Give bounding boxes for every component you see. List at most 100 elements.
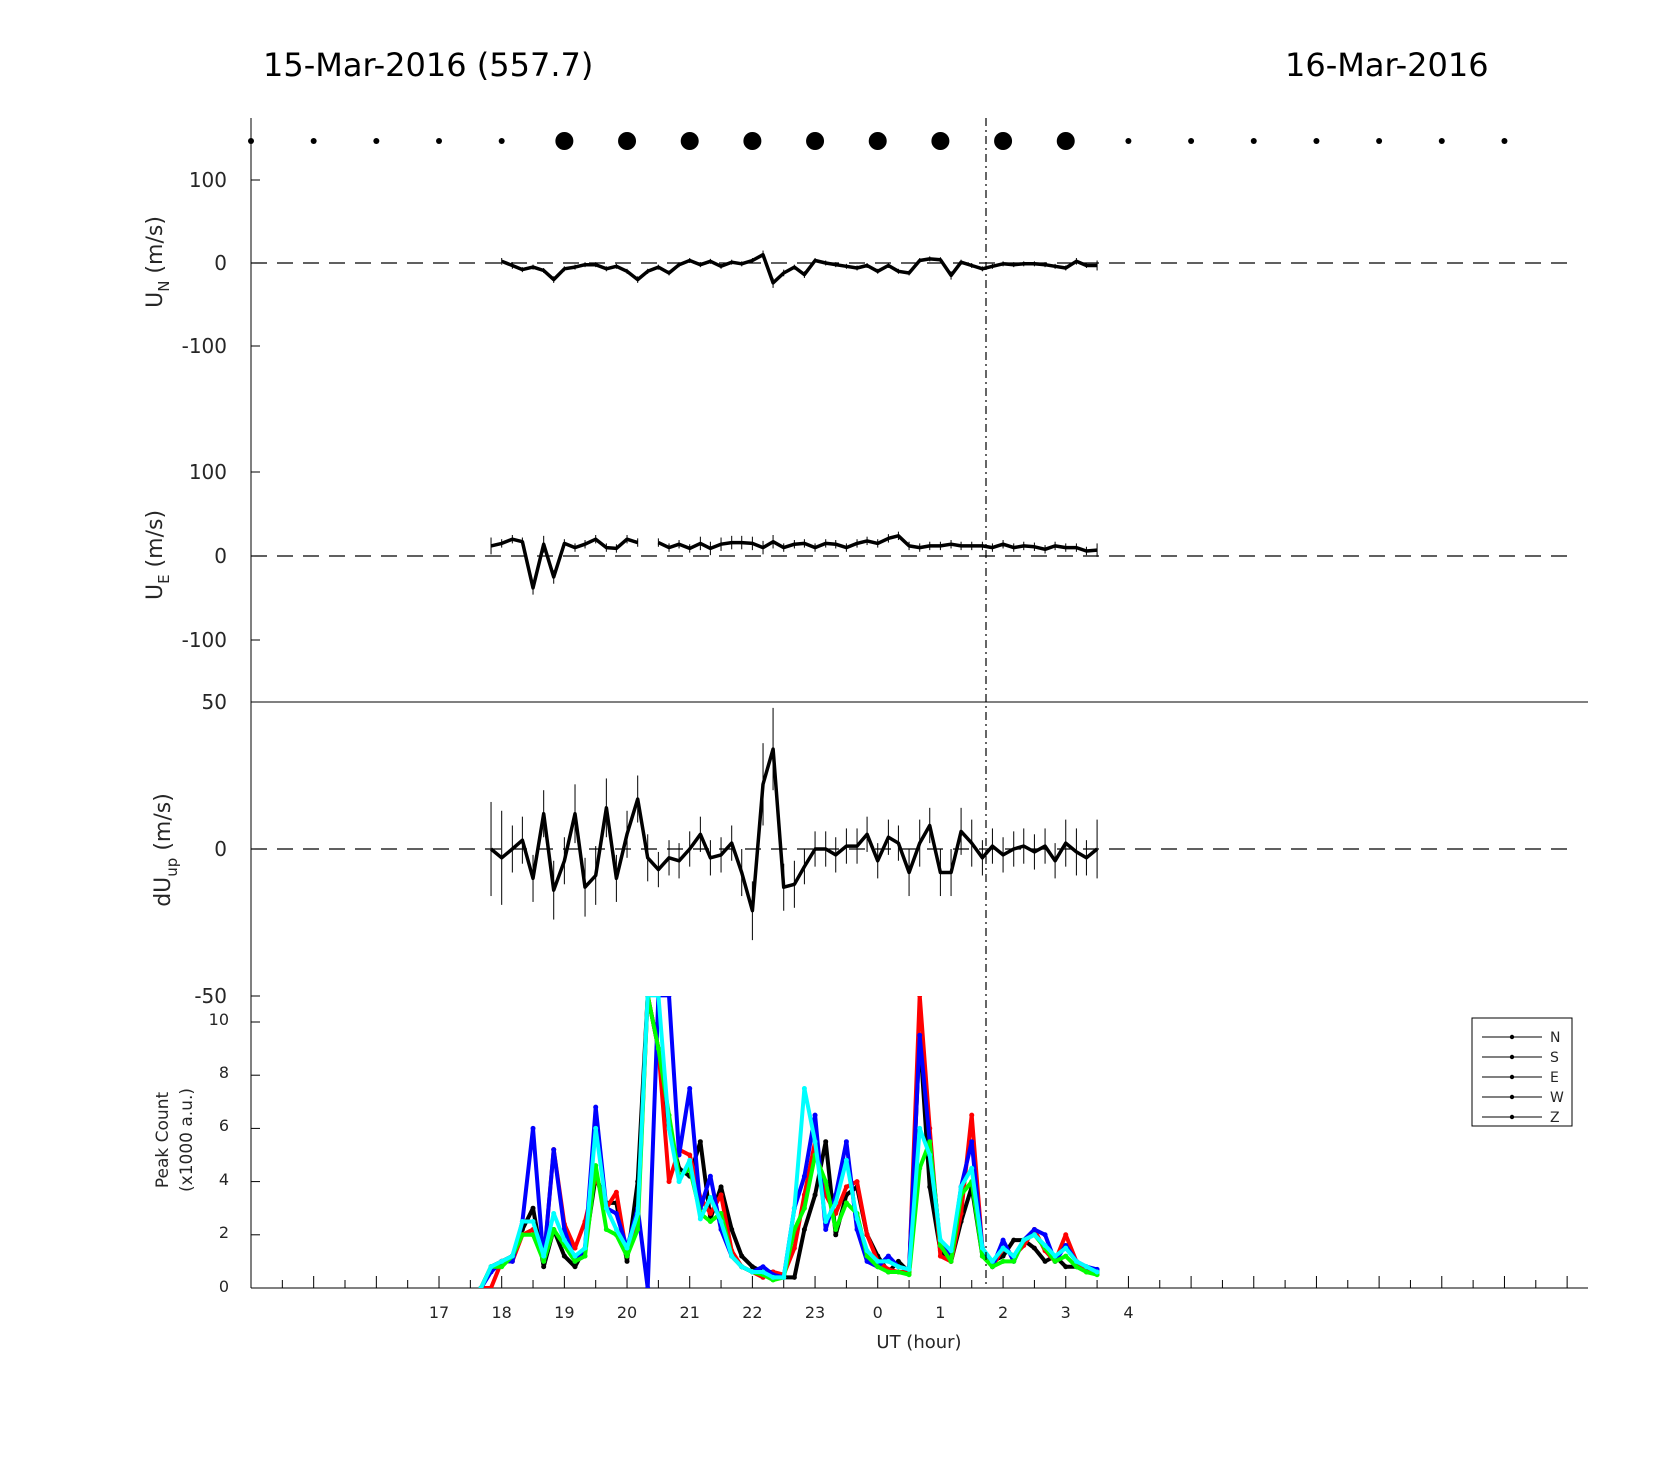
peak-ytick-8: 8 [219,1063,229,1082]
peak-series-point [1063,1264,1069,1270]
peak-series-point [843,1157,849,1163]
peak-series-point [895,1269,901,1275]
peak-series-point [645,996,651,998]
peak-series-point [917,996,923,998]
peak-series-point [593,1125,599,1131]
legend-label: S [1550,1050,1559,1066]
peak-series-point [833,1200,839,1206]
cloud-dot [373,138,380,144]
peak-y-label-line2: (x1000 a.u.) [177,1088,197,1192]
cloud-dot [1313,138,1320,144]
peak-xtick-label: 18 [492,1303,512,1322]
peak-series-point [948,1248,954,1254]
cloud-dot [1376,138,1383,144]
peak-series-point [760,1269,766,1275]
peak-series-point [1073,1258,1079,1264]
peak-series-point [1011,1237,1017,1243]
peak-series-point [478,1285,484,1288]
peak-series-point [561,1237,567,1243]
peak-series-point [1042,1258,1048,1264]
peak-series-point [541,1258,547,1264]
peak-series-point [833,1226,839,1232]
peak-series-point [572,1245,578,1251]
peak-series-point [530,1205,536,1211]
peak-series-group [478,996,1100,1288]
peak-series-point [801,1086,807,1091]
cloud-dot [310,138,317,144]
peak-series-point [666,1179,672,1185]
peak-series-point [739,1264,745,1270]
peak-series-point [530,1232,536,1238]
cloud-dot [868,132,887,150]
peak-ytick-6: 6 [219,1116,229,1135]
peak-series-point [635,1226,641,1232]
ue-ytick-neg100: -100 [182,628,227,652]
cloud-dot [994,132,1013,150]
dup-panel: 50 0 -50 dUup (m/s) [151,690,1588,1008]
peak-series-point [676,1179,682,1185]
peak-series-point [551,1226,557,1232]
peak-series-point [1031,1226,1037,1232]
cloud-dot [1188,138,1195,144]
peak-xtick-label: 17 [429,1303,449,1322]
peak-series-point [582,1245,588,1251]
peak-series-point [499,1258,505,1264]
peak-series-point [624,1253,630,1259]
un-ytick-0: 0 [214,251,227,275]
un-series-line [501,252,1098,285]
peak-series-point [687,1086,693,1091]
peak-series-point [917,1032,923,1038]
peak-series-point [979,1245,985,1251]
peak-series-point [1063,1232,1069,1238]
legend-marker [1509,1054,1515,1060]
peak-series-point [1063,1253,1069,1259]
ue-series-line [490,537,639,590]
ue-ytick-100: 100 [189,460,227,484]
legend-marker [1509,1094,1515,1100]
peak-series-point [509,1253,515,1259]
peak-series-point [1083,1269,1089,1275]
peak-series-point [582,1253,588,1259]
cloud-dot [743,132,762,150]
peak-series-point [948,1258,954,1264]
peak-xtick-label: 2 [998,1303,1008,1322]
peak-series-point [624,1245,630,1251]
peak-series-point [707,1173,713,1179]
cloud-dot [498,138,505,144]
peak-series-point [927,1139,933,1145]
peak-series-point [927,1184,933,1190]
cloud-dots-row [248,132,1508,150]
peak-series-point [1083,1264,1089,1270]
peak-series-point [823,1179,829,1185]
cloud-dot [931,132,950,150]
peak-series-point [875,1258,881,1264]
peak-series-point [979,1253,985,1259]
peak-series-point [854,1216,860,1222]
peak-series-point [1052,1253,1058,1259]
dup-ytick-0: 0 [214,837,227,861]
peak-series-point [989,1258,995,1264]
peak-series-point [697,1216,703,1222]
peak-series-point [917,1125,923,1131]
peak-series-point [875,1264,881,1270]
date-title-left: 15-Mar-2016 (557.7) [263,46,593,84]
peak-panel: 10 8 6 4 2 0 Peak Count (x1000 a.u.) UT … [153,996,1588,1353]
peak-series-point [718,1184,724,1190]
peak-series-point [707,1195,713,1201]
peak-series-point [603,1205,609,1211]
peak-series-point [551,1211,557,1217]
peak-series-point [969,1139,975,1145]
peak-ytick-2: 2 [219,1223,229,1242]
peak-series-point [895,1264,901,1270]
peak-ytick-10: 10 [209,1010,229,1029]
legend-marker [1509,1114,1515,1120]
peak-series-point [687,1157,693,1163]
peak-series-point [519,1219,525,1224]
peak-series-point [1052,1258,1058,1264]
peak-series-point [843,1200,849,1206]
peak-series-point [593,1104,599,1110]
peak-series-point [1021,1237,1027,1243]
peak-series-point [958,1184,964,1190]
peak-series-point [541,1253,547,1259]
peak-xtick-label: 23 [805,1303,825,1322]
